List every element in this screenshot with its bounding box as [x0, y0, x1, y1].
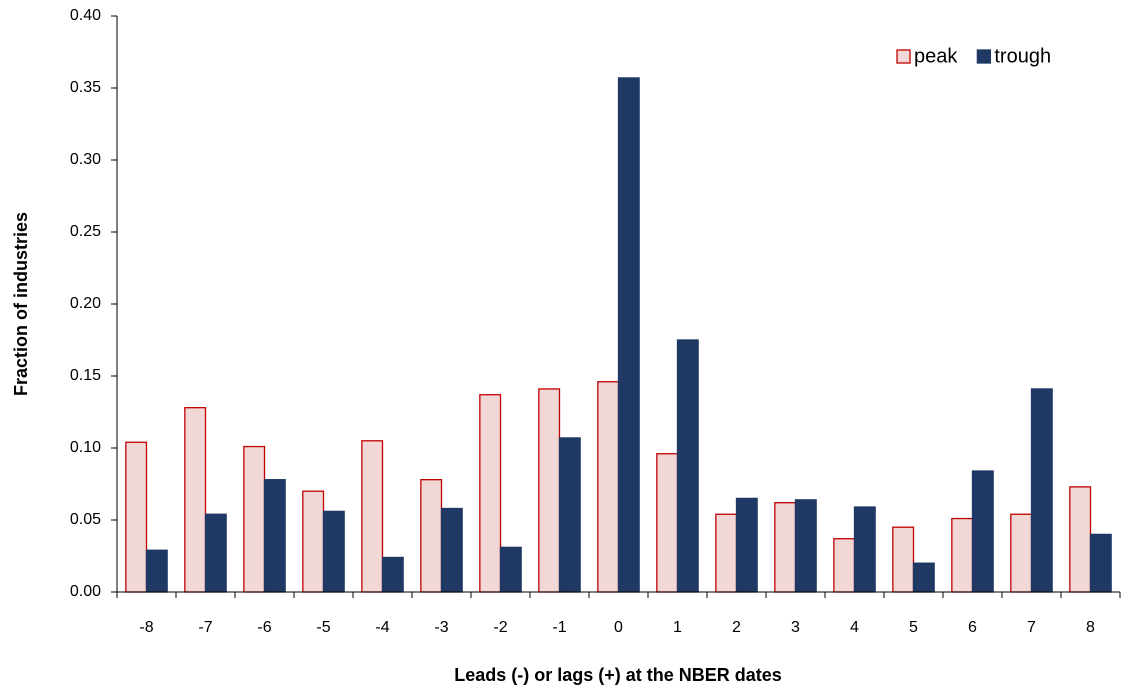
- x-tick-label: 5: [909, 619, 918, 636]
- bar: [656, 453, 679, 593]
- x-tick-label: -1: [552, 619, 566, 636]
- bar: [774, 502, 797, 593]
- x-tick-label: -6: [257, 619, 271, 636]
- bar: [735, 497, 758, 593]
- bar: [361, 440, 384, 593]
- x-tick-label: -4: [375, 619, 389, 636]
- bar: [1030, 388, 1053, 593]
- x-tick-label: -5: [316, 619, 330, 636]
- bar: [558, 437, 581, 593]
- bar: [204, 513, 227, 593]
- bar: [479, 394, 502, 593]
- bar: [302, 490, 325, 593]
- x-tick-label: 7: [1027, 619, 1036, 636]
- bar: [184, 407, 207, 593]
- bar: [912, 562, 935, 593]
- y-tick-label: 0.15: [70, 367, 101, 384]
- x-tick-label: 1: [673, 619, 682, 636]
- legend-label: peak: [914, 45, 958, 67]
- bar: [853, 506, 876, 593]
- bar: [263, 479, 286, 593]
- y-tick-label: 0.20: [70, 295, 101, 312]
- bar: [538, 388, 561, 593]
- bar: [676, 339, 699, 593]
- bar: [125, 441, 148, 593]
- bar: [243, 445, 266, 593]
- y-tick-label: 0.30: [70, 151, 101, 168]
- y-tick-label: 0.05: [70, 511, 101, 528]
- y-tick-label: 0.35: [70, 79, 101, 96]
- legend-swatch: [896, 49, 911, 64]
- y-tick-label: 0.25: [70, 223, 101, 240]
- bar: [1010, 513, 1033, 593]
- bar: [794, 499, 817, 593]
- x-tick-label: -7: [198, 619, 212, 636]
- x-tick-label: 8: [1086, 619, 1095, 636]
- x-axis-title: Leads (-) or lags (+) at the NBER dates: [454, 665, 782, 685]
- bar: [833, 538, 856, 593]
- bar: [617, 77, 640, 593]
- bar: [597, 381, 620, 593]
- y-axis-title: Fraction of industries: [11, 212, 31, 396]
- bar: [892, 526, 915, 593]
- bar: [715, 513, 738, 593]
- bar: [499, 546, 522, 593]
- legend-swatch: [976, 49, 992, 64]
- x-tick-label: 6: [968, 619, 977, 636]
- x-tick-label: -8: [139, 619, 153, 636]
- x-tick-label: 0: [614, 619, 623, 636]
- x-tick-label: 4: [850, 619, 859, 636]
- bar: [420, 479, 443, 593]
- y-tick-label: 0.10: [70, 439, 101, 456]
- y-tick-label: 0.00: [70, 583, 101, 600]
- legend-label: trough: [994, 45, 1051, 67]
- bar: [381, 556, 404, 593]
- bar: [971, 470, 994, 593]
- x-tick-label: -3: [434, 619, 448, 636]
- x-tick-label: 3: [791, 619, 800, 636]
- x-tick-label: 2: [732, 619, 741, 636]
- bar: [951, 517, 974, 593]
- bar: [1089, 533, 1112, 593]
- x-tick-label: -2: [493, 619, 507, 636]
- bar: [322, 510, 345, 593]
- bar: [1069, 486, 1092, 593]
- bar: [145, 549, 168, 593]
- bar: [440, 507, 463, 593]
- y-tick-label: 0.40: [70, 7, 101, 24]
